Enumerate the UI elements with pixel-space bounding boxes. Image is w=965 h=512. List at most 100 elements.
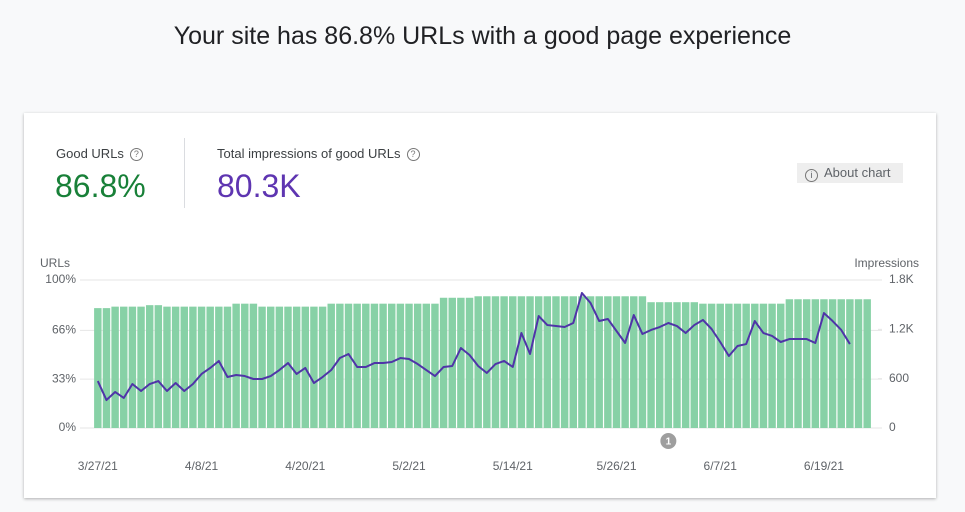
impressions-label: Total impressions of good URLs [217, 146, 401, 161]
bar [604, 296, 612, 428]
bar [552, 296, 560, 428]
bar [699, 303, 707, 428]
bar [379, 303, 387, 428]
x-tick-label: 5/2/21 [392, 459, 426, 473]
bar [664, 302, 673, 428]
annotation-marker [660, 433, 677, 449]
bar [733, 303, 742, 428]
about-chart-label: About chart [824, 165, 891, 180]
line [96, 291, 851, 402]
x-tick-label: 4/20/21 [285, 459, 325, 473]
bar [534, 296, 543, 428]
y2-tick-label: 1.8K [889, 272, 914, 286]
bar [768, 303, 776, 428]
bar [863, 299, 871, 428]
bar [180, 306, 188, 428]
y-tick-label: 66% [52, 322, 76, 336]
bar [197, 306, 206, 428]
bar [837, 299, 845, 428]
impressions-value: 80.3K [217, 168, 301, 204]
y-tick-label: 0% [59, 420, 77, 434]
bar [690, 302, 699, 428]
bar [621, 296, 629, 428]
bar [223, 306, 232, 428]
bar [785, 299, 794, 428]
bar [517, 296, 526, 428]
bar [560, 296, 569, 428]
help-icon[interactable]: ? [406, 148, 420, 161]
bar [811, 299, 820, 428]
bar [802, 299, 811, 428]
bar [526, 296, 534, 428]
bar [586, 296, 595, 428]
bar [422, 303, 431, 428]
bar [215, 306, 223, 428]
annotation-label: 1 [666, 437, 672, 448]
bar [405, 303, 413, 428]
bar [163, 306, 171, 428]
bar [154, 305, 163, 428]
bar [388, 303, 396, 428]
x-tick-label: 5/26/21 [596, 459, 636, 473]
bar [327, 303, 335, 428]
bar [742, 303, 750, 428]
bar [578, 296, 586, 428]
y2-axis-title: Impressions [854, 256, 919, 270]
bar [707, 303, 716, 428]
bar [828, 299, 837, 428]
bar [284, 306, 292, 428]
bar [655, 302, 664, 428]
bar [448, 297, 456, 428]
y-tick-label: 100% [45, 272, 76, 286]
bar [681, 302, 690, 428]
x-tick-label: 4/8/21 [185, 459, 219, 473]
bar [794, 299, 802, 428]
bar [483, 296, 491, 428]
bar [275, 306, 284, 428]
bar [431, 303, 439, 428]
bar [491, 296, 500, 428]
x-tick-label: 6/7/21 [704, 459, 738, 473]
bar [292, 306, 301, 428]
bar [370, 303, 379, 428]
bar [362, 303, 370, 428]
bar [336, 303, 344, 428]
bar [266, 306, 275, 428]
bar [413, 303, 422, 428]
bar [465, 297, 474, 428]
bar [647, 302, 655, 428]
bar [854, 299, 863, 428]
bar [171, 306, 180, 428]
bar [120, 306, 128, 428]
bar [846, 299, 854, 428]
about-chart-button[interactable]: i About chart [797, 163, 903, 183]
divider [184, 138, 185, 208]
bar [102, 308, 111, 428]
page-title: Your site has 86.8% URLs with a good pag… [173, 22, 792, 50]
help-icon[interactable]: ? [129, 148, 143, 161]
bar [137, 306, 145, 428]
bar [612, 296, 621, 428]
bar [94, 308, 102, 428]
bar [595, 296, 603, 428]
y2-tick-label: 600 [889, 371, 909, 385]
bar [777, 303, 785, 428]
bar [145, 305, 154, 428]
bar [189, 306, 197, 428]
y2-tick-label: 1.2K [889, 322, 914, 336]
bar [232, 303, 240, 428]
bar [759, 303, 768, 428]
x-tick-label: 5/14/21 [493, 459, 533, 473]
bar [111, 306, 119, 428]
bar [630, 296, 638, 428]
bar [820, 299, 828, 428]
y2-tick-label: 0 [889, 420, 896, 434]
bar [439, 297, 448, 428]
bar [751, 303, 759, 428]
bar [543, 296, 552, 428]
metric-label: Good URLs? [56, 146, 143, 161]
bar [128, 306, 137, 428]
bar [344, 303, 353, 428]
bar [474, 296, 482, 428]
